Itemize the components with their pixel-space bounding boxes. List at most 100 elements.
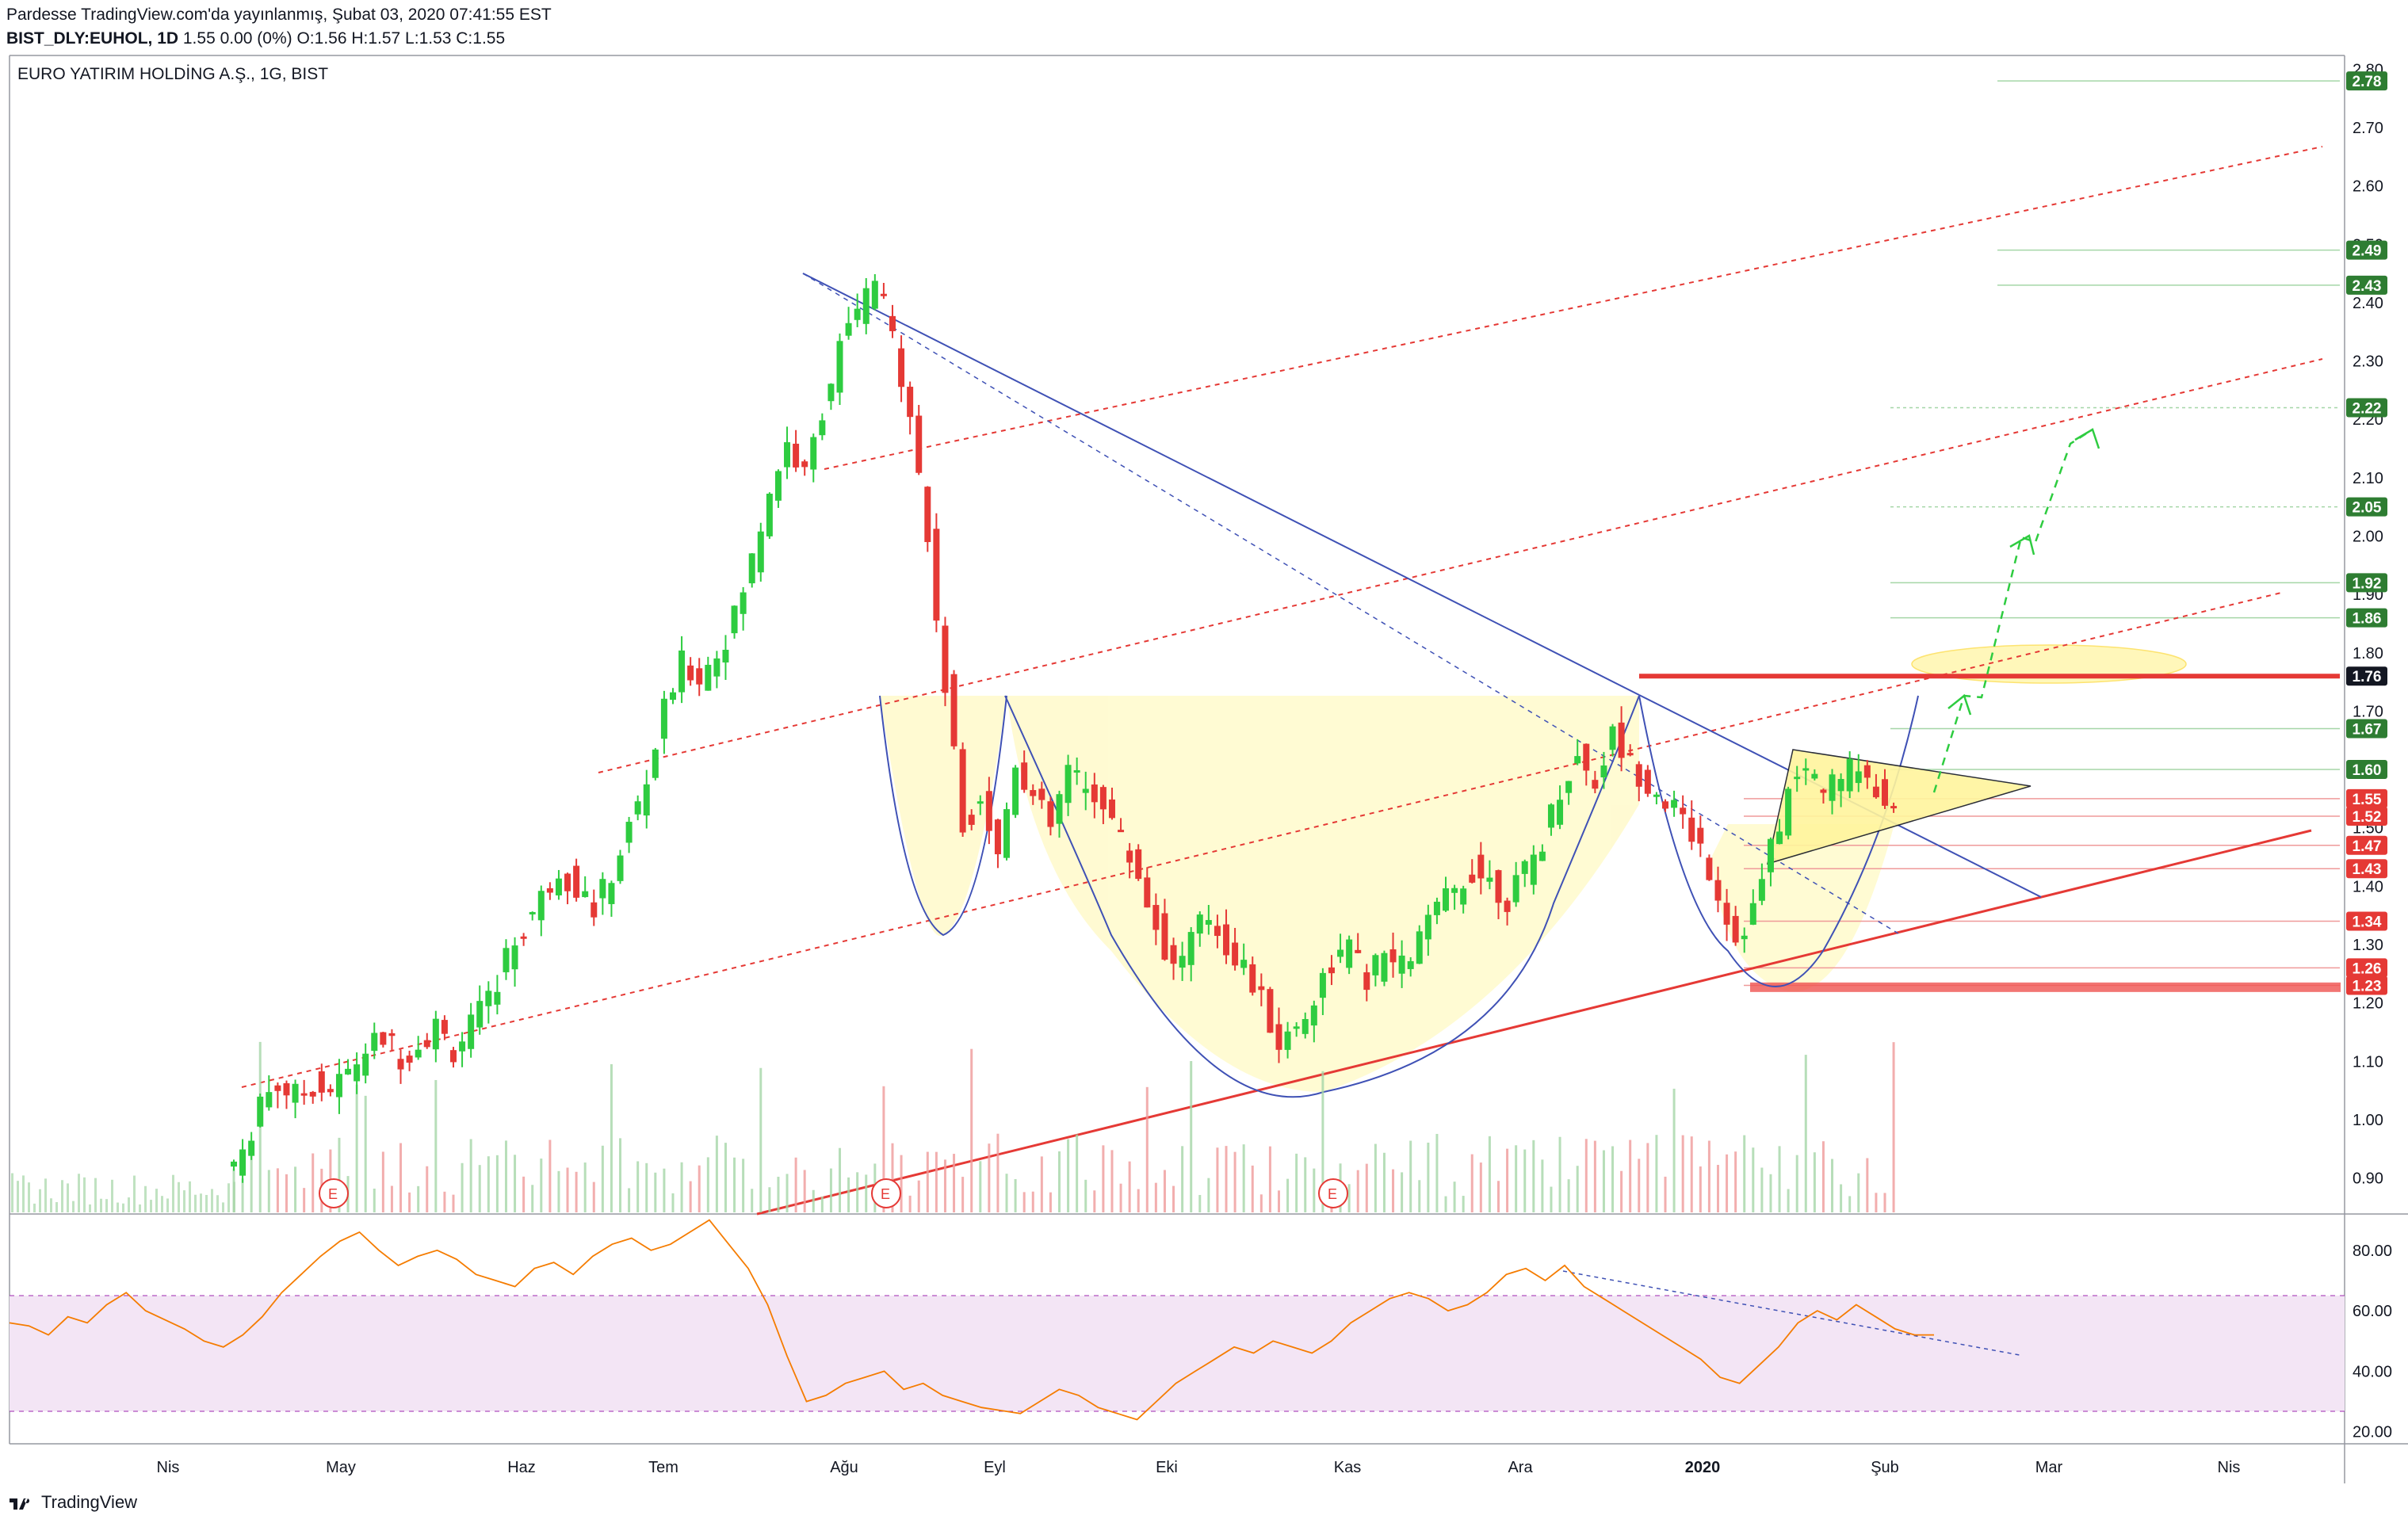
volume-bar xyxy=(636,1161,640,1212)
volume-bar xyxy=(133,1175,136,1212)
volume-bar xyxy=(355,1084,358,1212)
candle-body xyxy=(1328,967,1335,974)
candle-body xyxy=(468,1014,475,1049)
candle-body xyxy=(582,891,589,898)
volume-bar xyxy=(575,1171,578,1212)
volume-bar xyxy=(1119,1183,1122,1212)
candle-body xyxy=(1600,765,1607,778)
candle-body xyxy=(757,531,764,573)
candle-body xyxy=(1714,880,1722,901)
time-tick-label: Kas xyxy=(1334,1459,1361,1476)
volume-bar xyxy=(1831,1159,1834,1212)
candle-body xyxy=(388,1033,396,1036)
candle-body xyxy=(1064,765,1072,804)
candle-body xyxy=(678,650,686,693)
candle-body xyxy=(1635,764,1642,787)
volume-bar xyxy=(689,1181,692,1212)
price-badge-label: 1.52 xyxy=(2353,809,2382,826)
price-badge xyxy=(2346,788,2387,808)
candle-body xyxy=(1258,986,1265,991)
candle-body xyxy=(1284,1031,1291,1050)
time-axis[interactable]: Nis May Haz Tem Ağu Eyl Eki Kas Ara 2020 Şub Mar Nis xyxy=(157,1459,2241,1476)
volume-bar xyxy=(172,1174,174,1212)
price-badge xyxy=(2346,275,2387,295)
volume-bar xyxy=(1875,1193,1878,1212)
time-tick-label: Ağu xyxy=(830,1459,858,1476)
candle-body xyxy=(1319,972,1326,998)
price-badge xyxy=(2346,835,2387,855)
volume-bar xyxy=(100,1198,102,1212)
price-badge-label: 1.23 xyxy=(2353,979,2382,995)
volume-bar xyxy=(1655,1135,1658,1212)
price-badge xyxy=(2346,958,2387,978)
volume-bar xyxy=(1813,1152,1816,1212)
candle-body xyxy=(1557,800,1564,825)
volume-bar xyxy=(943,1159,946,1212)
earnings-marker[interactable] xyxy=(1318,1178,1348,1208)
candle-body xyxy=(231,1161,237,1167)
volume-bar xyxy=(211,1189,213,1212)
candle-body xyxy=(345,1068,352,1075)
volume-bar xyxy=(267,1170,270,1212)
tradingview-logo[interactable]: TradingView xyxy=(8,1492,137,1513)
volume-bar xyxy=(988,1143,991,1212)
volume-bar xyxy=(1418,1180,1421,1212)
candle-body xyxy=(1609,726,1616,750)
rsi-axis[interactable]: 80.00 60.00 40.00 20.00 xyxy=(2353,1243,2392,1441)
candle-body xyxy=(1662,801,1669,809)
volume-bar xyxy=(22,1175,25,1212)
volume-bar xyxy=(1699,1166,1702,1212)
candle-body xyxy=(485,991,492,1006)
volume-bar xyxy=(150,1200,152,1212)
volume-bar xyxy=(812,1189,815,1212)
candle-body xyxy=(1381,952,1388,982)
candle-body xyxy=(1767,838,1774,872)
candle-body xyxy=(494,991,501,1005)
volume-bar xyxy=(1268,1146,1271,1212)
volume-bar xyxy=(83,1177,86,1212)
volume-bar xyxy=(1620,1170,1623,1212)
candle-body xyxy=(924,487,931,543)
price-tick-label: 0.90 xyxy=(2353,1170,2383,1188)
candle-body xyxy=(740,592,747,614)
candle-body xyxy=(1882,779,1888,806)
volume-bar xyxy=(1602,1150,1605,1212)
volume-bar xyxy=(205,1194,208,1212)
volume-bar xyxy=(1374,1143,1377,1212)
volume-bar xyxy=(487,1156,490,1212)
price-badge-label: 2.43 xyxy=(2353,278,2382,295)
volume-bar xyxy=(908,1195,912,1212)
volume-bar xyxy=(1672,1088,1676,1212)
candle-body xyxy=(748,553,755,584)
candle-body xyxy=(1424,914,1431,940)
earnings-marker[interactable] xyxy=(871,1178,901,1208)
volume-bar xyxy=(935,1151,938,1212)
price-tick-label: 2.60 xyxy=(2353,178,2383,196)
volume-bar xyxy=(1084,1179,1087,1212)
candle-body xyxy=(274,1085,281,1091)
triangle-pattern xyxy=(1766,749,2032,865)
candle-body xyxy=(845,323,852,336)
time-tick-label: Mar xyxy=(2035,1459,2063,1476)
time-tick-label: Haz xyxy=(507,1459,536,1476)
candle-body xyxy=(1047,801,1054,827)
earnings-markers[interactable]: E E E xyxy=(319,1178,1348,1208)
volume-bar xyxy=(11,1173,13,1212)
time-tick-label: 2020 xyxy=(1685,1459,1721,1476)
earnings-marker[interactable] xyxy=(319,1178,349,1208)
volume-bar xyxy=(1646,1143,1649,1212)
candle-body xyxy=(1293,1026,1300,1029)
candle-body xyxy=(1363,972,1370,991)
candle-body xyxy=(669,692,676,701)
volume-bar xyxy=(1550,1186,1553,1212)
candle-body xyxy=(1407,960,1414,969)
price-tick-label: 2.10 xyxy=(2353,470,2383,487)
price-badge-label: 2.78 xyxy=(2353,74,2382,90)
volume-bar xyxy=(715,1136,718,1212)
volume-bar xyxy=(1795,1155,1798,1212)
price-badge-label: 1.60 xyxy=(2353,762,2382,779)
candle-body xyxy=(1091,784,1098,803)
volume-bar xyxy=(452,1194,455,1212)
volume-bar xyxy=(1382,1152,1386,1212)
